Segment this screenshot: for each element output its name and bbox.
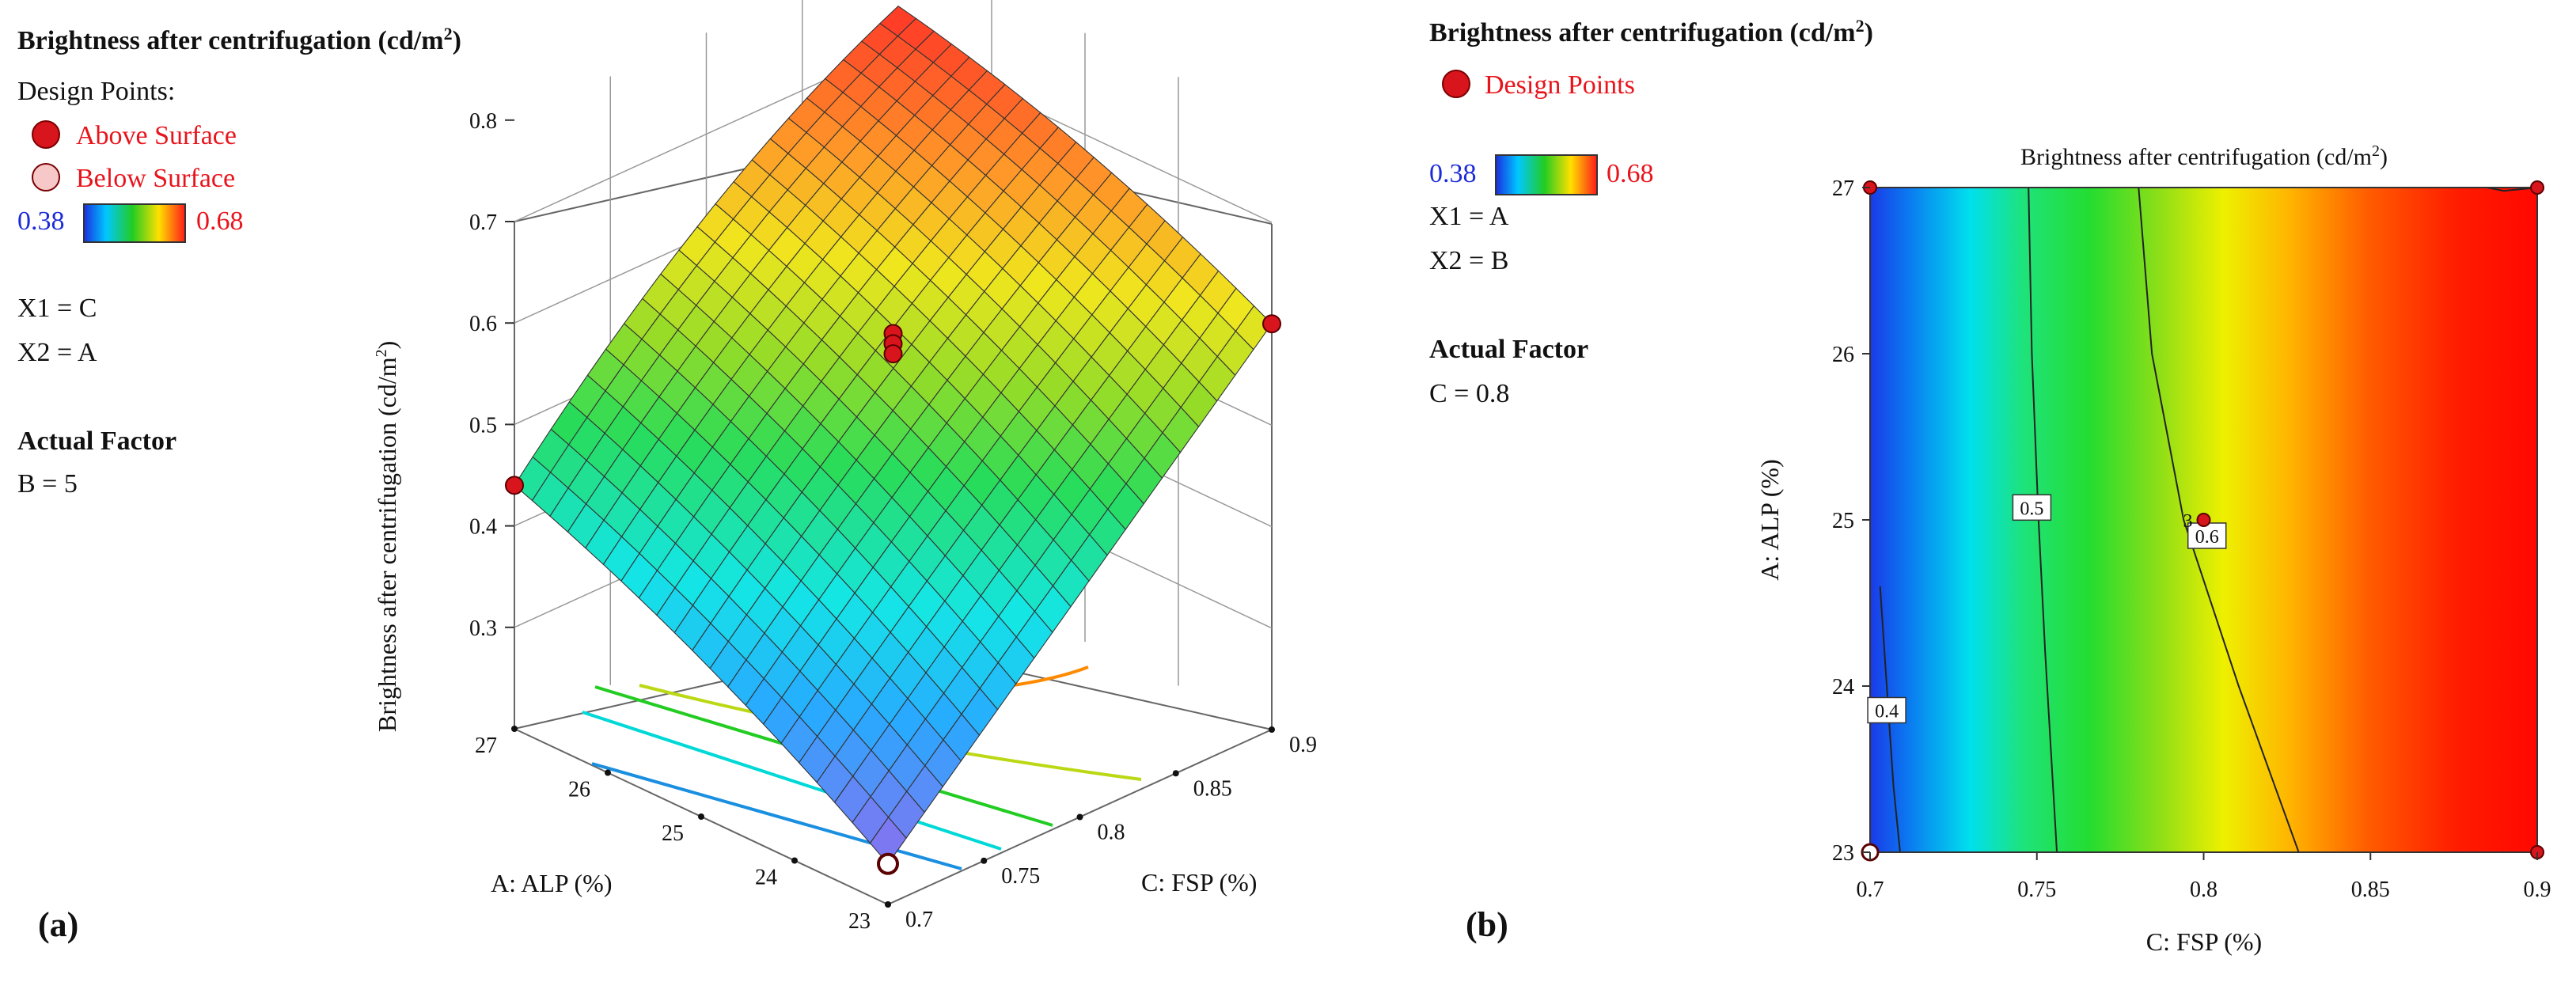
contour-y-tick-label: 25 — [1832, 509, 1854, 533]
alp-axis-label: A: ALP (%) — [491, 869, 612, 897]
below-surface-label: Below Surface — [76, 164, 235, 193]
contour-label-text: 0.4 — [1875, 702, 1899, 722]
panel-b-actual-factor-label: Actual Factor — [1429, 335, 1588, 364]
above-surface-marker — [32, 120, 60, 149]
contour-label-text: 0.5 — [2020, 499, 2043, 519]
design-point-below — [877, 852, 899, 875]
fsp-tick-label: 0.75 — [1001, 864, 1040, 889]
alp-tick-mark — [698, 813, 704, 820]
panel-a-label: (a) — [38, 905, 78, 944]
fsp-axis-ticks: 0.9 0.85 0.8 0.75 0.7 — [885, 726, 1317, 932]
contour-x-axis-label: C: FSP (%) — [2146, 927, 2262, 956]
panel-b-range-min: 0.38 — [1429, 159, 1477, 188]
contour-label-box — [1867, 696, 1906, 724]
contour-labels: 0.4 0.5 0.6 — [1867, 494, 2227, 724]
z-tick-label: 0.7 — [469, 210, 497, 235]
alp-tick-label: 23 — [848, 909, 871, 934]
range-min-label: 0.38 — [17, 207, 65, 236]
contour-x-ticks: 0.7 0.75 0.8 0.85 0.9 — [1857, 852, 2551, 902]
contour-label-box — [2012, 494, 2052, 521]
design-points-marker — [1442, 70, 1470, 98]
contour-y-axis-label: A: ALP (%) — [1755, 459, 1784, 580]
fsp-tick-label: 0.7 — [905, 908, 933, 932]
replicate-count: 3 — [2183, 511, 2193, 532]
z-tick-label: 0.5 — [469, 413, 497, 438]
design-point-above — [1262, 314, 1281, 334]
alp-tick-mark — [791, 857, 798, 864]
contour-line — [2487, 188, 2537, 192]
z-axis-ticks: 0.8 0.7 0.6 0.5 0.4 0.3 — [469, 109, 514, 641]
z-tick-label: 0.8 — [469, 109, 497, 134]
z-tick-label: 0.3 — [469, 616, 497, 641]
contour-x-tick-label: 0.85 — [2351, 878, 2390, 902]
panel-b-label: (b) — [1466, 905, 1508, 944]
fsp-tick-label: 0.9 — [1289, 733, 1317, 757]
alp-axis-ticks: 27 26 25 24 23 — [475, 726, 891, 934]
contour-y-tick-label: 26 — [1832, 343, 1854, 367]
below-surface-marker — [32, 163, 60, 191]
contour-x-tick-label: 0.9 — [2524, 878, 2551, 902]
fsp-tick-mark — [981, 857, 988, 864]
alp-tick-label: 26 — [568, 778, 590, 802]
fsp-tick-mark — [1172, 770, 1179, 777]
panel-b-design-points-label: Design Points — [1485, 70, 1635, 100]
contour-design-point — [2530, 180, 2544, 195]
contour-x-tick-label: 0.8 — [2190, 878, 2217, 902]
contour-plot-title: Brightness after centrifugation (cd/m2) — [2020, 142, 2388, 170]
alp-tick-label: 25 — [662, 821, 684, 846]
z-axis-label: Brightness after centrifugation (cd/m2) — [373, 341, 401, 732]
panel-b-x2-factor: X2 = B — [1429, 246, 1508, 275]
actual-factor-value: B = 5 — [17, 469, 78, 499]
response-surface — [514, 5, 1273, 865]
color-scale-bar — [83, 203, 186, 243]
z-tick-label: 0.4 — [469, 515, 497, 540]
range-max-label: 0.68 — [196, 207, 244, 236]
contour-x-tick-label: 0.7 — [1857, 878, 1884, 902]
fsp-tick-mark — [1269, 726, 1275, 733]
contour-line — [2138, 188, 2300, 852]
contour-y-tick-label: 27 — [1832, 176, 1854, 201]
panel-b-color-scale — [1495, 154, 1598, 195]
contour-y-tick-label: 23 — [1832, 841, 1854, 866]
contour-y-ticks: 23 24 25 26 27 — [1832, 176, 1870, 866]
alp-tick-label: 24 — [755, 866, 777, 890]
panel-a-design-points — [505, 314, 1281, 875]
actual-factor-label: Actual Factor — [17, 427, 176, 456]
alp-tick-label: 27 — [475, 734, 497, 758]
design-points-label: Design Points: — [17, 77, 175, 106]
panel-b-x1-factor: X1 = A — [1429, 202, 1509, 231]
contour-line — [1879, 586, 1901, 852]
fsp-tick-label: 0.8 — [1098, 821, 1125, 845]
panel-b-range-max: 0.68 — [1607, 159, 1654, 188]
fsp-tick-label: 0.85 — [1193, 776, 1232, 801]
alp-tick-mark — [605, 769, 611, 776]
contour-x-tick-label: 0.75 — [2017, 878, 2056, 902]
contour-label-box — [2187, 522, 2227, 549]
design-point-above — [883, 344, 903, 364]
x1-factor: X1 = C — [17, 294, 97, 323]
contour-y-tick-label: 24 — [1832, 675, 1854, 700]
alp-tick-mark — [511, 726, 518, 732]
panel-b-actual-factor-value: C = 0.8 — [1429, 379, 1509, 408]
x2-factor: X2 = A — [17, 338, 97, 367]
contour-design-point — [2196, 513, 2211, 527]
fsp-tick-mark — [1076, 813, 1083, 821]
contour-label-text: 0.6 — [2195, 527, 2219, 548]
panel-b-title: Brightness after centrifugation (cd/m2) — [1429, 16, 1873, 47]
above-surface-label: Above Surface — [76, 121, 237, 150]
panel-a-title: Brightness after centrifugation (cd/m2) — [17, 24, 461, 55]
design-point-above — [505, 476, 524, 495]
fsp-axis-label: C: FSP (%) — [1141, 868, 1257, 897]
fsp-tick-mark — [885, 901, 891, 908]
z-tick-label: 0.6 — [469, 312, 497, 336]
